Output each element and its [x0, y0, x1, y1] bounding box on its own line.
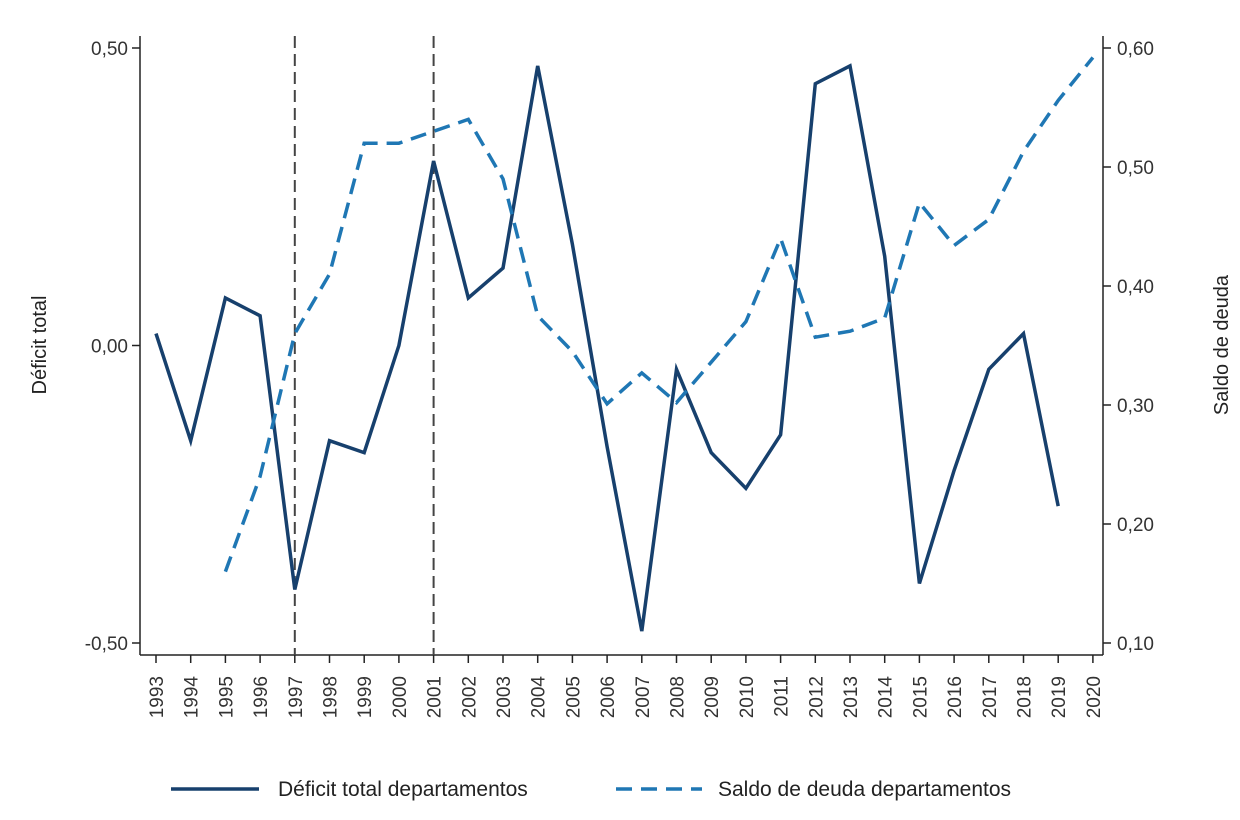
x-tick-label: 2018 — [1015, 676, 1036, 718]
x-tick-label: 1996 — [251, 676, 272, 718]
x-tick-label: 2017 — [980, 676, 1001, 718]
x-tick-label: 1997 — [286, 676, 307, 718]
left-y-tick-label: 0,50 — [91, 39, 128, 60]
right-y-axis-title: Saldo de deuda — [1211, 274, 1233, 415]
x-tick-label: 2015 — [910, 676, 931, 718]
right-y-tick-label: 0,10 — [1117, 634, 1154, 655]
saldo-deuda-line — [223, 56, 1095, 573]
x-tick-label: 2004 — [529, 676, 550, 719]
x-tick-label: 2016 — [945, 676, 966, 718]
right-y-tick-label: 0,30 — [1117, 396, 1154, 417]
x-tick-label: 1998 — [321, 676, 342, 718]
left-y-tick-label: -0,50 — [85, 634, 128, 655]
x-tick-label: 2000 — [390, 676, 411, 718]
x-tick-label: 1995 — [216, 676, 237, 718]
x-tick-label: 1999 — [355, 676, 376, 718]
left-y-tick-label: 0,00 — [91, 337, 128, 358]
x-tick-label: 2011 — [772, 676, 793, 717]
deficit-total-line — [154, 63, 1060, 632]
right-y-tick-label: 0,20 — [1117, 515, 1154, 536]
x-tick-label: 2005 — [563, 676, 584, 718]
legend-label-deficit: Déficit total departamentos — [278, 778, 528, 801]
x-tick-label: 2008 — [668, 676, 689, 718]
x-tick-label: 2012 — [806, 676, 827, 718]
x-tick-label: 2002 — [459, 676, 480, 718]
x-tick-label: 1994 — [182, 676, 203, 719]
x-tick-label: 2013 — [841, 676, 862, 718]
right-y-tick-label: 0,40 — [1117, 277, 1154, 298]
x-tick-label: 2003 — [494, 676, 515, 718]
legend-label-saldo: Saldo de deuda departamentos — [718, 778, 1011, 801]
right-y-tick-label: 0,50 — [1117, 158, 1154, 179]
right-y-tick-label: 0,60 — [1117, 39, 1154, 60]
x-tick-label: 2020 — [1084, 676, 1105, 718]
x-tick-label: 2009 — [702, 676, 723, 718]
x-tick-label: 2019 — [1049, 676, 1070, 718]
x-tick-label: 2001 — [425, 676, 446, 718]
x-tick-label: 2006 — [598, 676, 619, 718]
x-tick-label: 1993 — [147, 676, 168, 718]
x-tick-label: 2014 — [876, 676, 897, 719]
x-tick-label: 2007 — [633, 676, 654, 718]
x-tick-label: 2010 — [737, 676, 758, 718]
left-y-axis-title: Déficit total — [29, 296, 51, 395]
